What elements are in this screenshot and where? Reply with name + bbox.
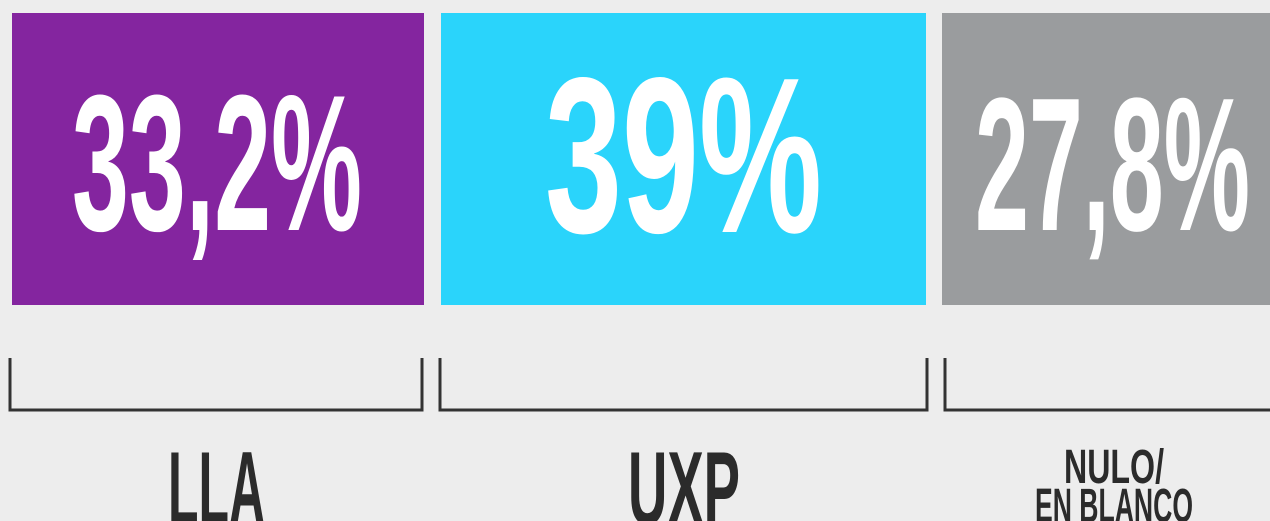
result-box bbox=[12, 13, 424, 305]
party-label: EN BLANCO bbox=[1035, 480, 1193, 521]
result-box bbox=[942, 13, 1270, 305]
bracket bbox=[8, 358, 424, 412]
percentage: 27,8% bbox=[975, 59, 1250, 271]
party-label: NULO/ bbox=[1064, 441, 1164, 494]
bracket bbox=[438, 358, 929, 412]
party-label: UXP bbox=[628, 431, 740, 521]
bracket bbox=[943, 358, 1270, 412]
percentage: 33,2% bbox=[72, 55, 362, 272]
party-label: LLA bbox=[168, 431, 265, 521]
percentage: 39% bbox=[545, 32, 822, 280]
result-box bbox=[441, 13, 926, 305]
